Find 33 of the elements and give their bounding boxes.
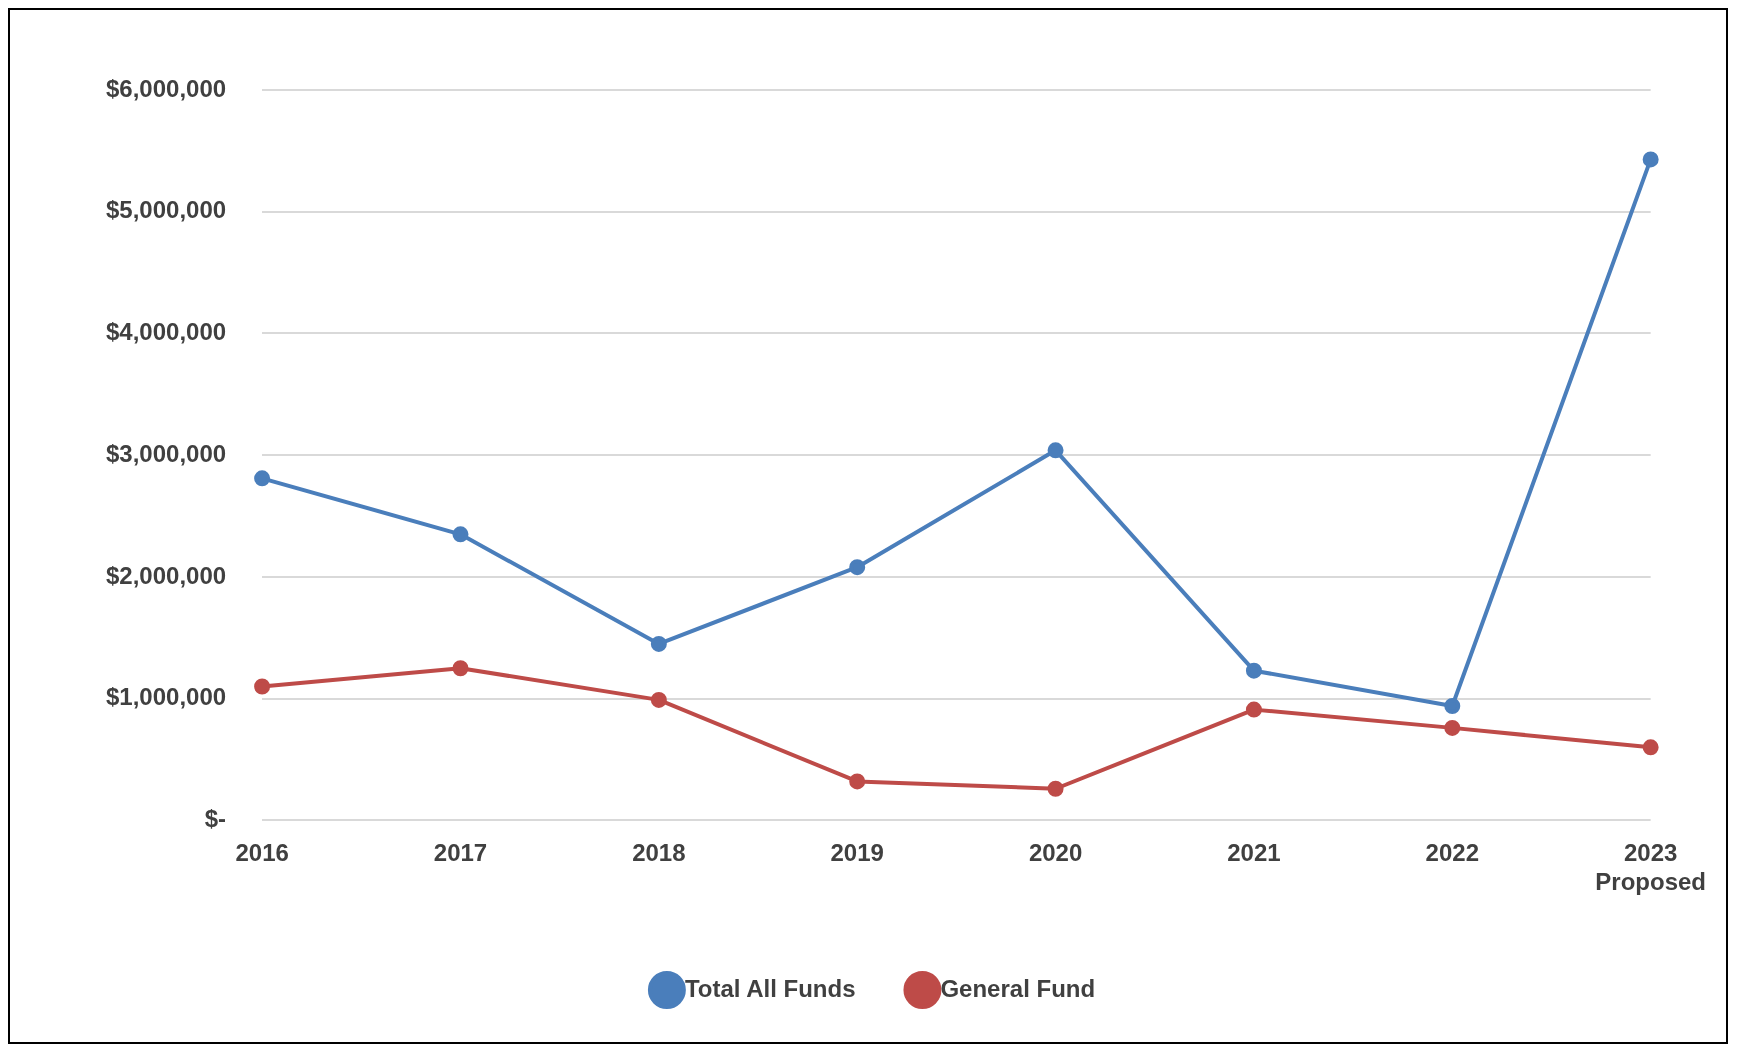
x-tick-label: 2021 bbox=[1227, 839, 1281, 867]
y-tick-label: $6,000,000 bbox=[105, 74, 227, 102]
x-tick-label: 2019 bbox=[830, 839, 884, 867]
point bbox=[1245, 662, 1262, 679]
point bbox=[1047, 442, 1064, 459]
y-tick-label: $4,000,000 bbox=[105, 318, 227, 346]
point bbox=[650, 691, 667, 708]
point bbox=[849, 773, 866, 790]
point bbox=[1245, 701, 1262, 718]
y-tick-label: $5,000,000 bbox=[105, 196, 227, 224]
x-tick-label: 2022 bbox=[1425, 839, 1479, 867]
point bbox=[1444, 719, 1461, 736]
y-tick-label: $1,000,000 bbox=[105, 683, 227, 711]
x-tick-label: 2020 bbox=[1028, 839, 1083, 867]
legend-label: General Fund bbox=[940, 974, 1096, 1002]
legend-label: Total All Funds bbox=[684, 974, 856, 1002]
point bbox=[1047, 780, 1064, 797]
point bbox=[849, 559, 866, 576]
point bbox=[254, 470, 271, 487]
x-tick-label: 2016 bbox=[235, 839, 289, 867]
point bbox=[254, 678, 271, 695]
y-tick-label: $2,000,000 bbox=[105, 561, 227, 589]
point bbox=[1642, 739, 1659, 756]
point bbox=[1642, 151, 1659, 168]
point bbox=[1444, 697, 1461, 714]
point bbox=[452, 660, 469, 677]
x-tick-label: 2017 bbox=[433, 839, 488, 867]
y-tick-label: $- bbox=[204, 805, 227, 833]
x-tick-label: 2018 bbox=[632, 839, 686, 867]
point bbox=[650, 635, 667, 652]
point bbox=[452, 526, 469, 543]
y-tick-label: $3,000,000 bbox=[105, 439, 227, 467]
x-tick-label: 2023 Proposed bbox=[1595, 839, 1706, 896]
